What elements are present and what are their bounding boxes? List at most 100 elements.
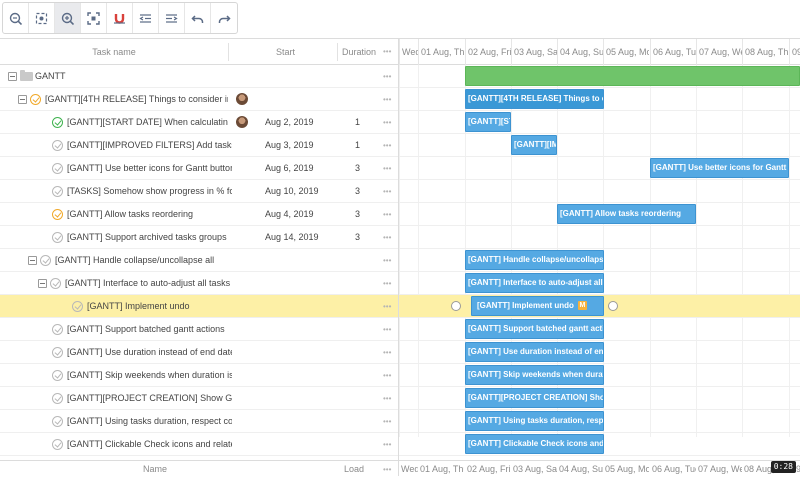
table-row[interactable]: [GANTT] Interface to auto-adjust all tas… (0, 272, 398, 295)
table-row[interactable]: [GANTT] Using tasks duration, respect co… (0, 410, 398, 433)
assignee-avatar[interactable] (236, 93, 248, 105)
video-timer: 0:28 (770, 461, 796, 473)
grid-more-menu[interactable]: ••• (383, 47, 392, 56)
row-more-menu[interactable]: ••• (383, 233, 392, 242)
gantt-task-bar[interactable]: [GANTT][IMPROVED FILTERS] (511, 135, 557, 155)
row-more-menu[interactable]: ••• (383, 210, 392, 219)
table-row[interactable]: [GANTT][START DATE] When calculating mis… (0, 111, 398, 134)
table-row[interactable]: [GANTT] Allow tasks reordering Aug 4, 201… (0, 203, 398, 226)
zoom-in-button[interactable] (55, 3, 81, 33)
table-row[interactable]: [GANTT][IMPROVED FILTERS] Add tasks grou… (0, 134, 398, 157)
table-row[interactable]: [GANTT] Skip weekends when duration is s… (0, 364, 398, 387)
timeline-day-header: 03 Aug, Sat (511, 39, 557, 65)
duration-header[interactable]: Duration (342, 47, 377, 57)
gantt-task-bar[interactable]: [GANTT][4TH RELEASE] Things to consider (465, 89, 604, 109)
task-status-check-icon[interactable] (52, 232, 63, 243)
task-status-check-icon[interactable] (40, 255, 51, 266)
task-status-check-icon[interactable] (52, 163, 63, 174)
task-status-check-icon[interactable] (52, 439, 63, 450)
gantt-view: Task name Start Duration ••• GANTT ••• [GA… (0, 38, 800, 476)
task-name: [GANTT] Allow tasks reordering (67, 209, 194, 219)
timeline-row: [GANTT] Use duration instead of end date (399, 341, 800, 364)
table-row[interactable]: [GANTT][4TH RELEASE] Things to consider … (0, 88, 398, 111)
gantt-task-bar[interactable]: [GANTT] Clickable Check icons and relate… (465, 434, 604, 454)
task-status-check-icon[interactable] (52, 324, 63, 335)
task-status-check-icon[interactable] (52, 393, 63, 404)
row-more-menu[interactable]: ••• (383, 141, 392, 150)
gantt-task-bar[interactable]: [GANTT] Implement undo M (471, 296, 604, 316)
gantt-task-bar[interactable]: [GANTT] Support batched gantt actions (465, 319, 604, 339)
gantt-task-bar[interactable]: [GANTT] Allow tasks reordering (557, 204, 696, 224)
row-more-menu[interactable]: ••• (383, 256, 392, 265)
collapse-toggle-icon[interactable] (28, 256, 37, 265)
gantt-task-bar[interactable]: [GANTT] Skip weekends when duration is s… (465, 365, 604, 385)
row-more-menu[interactable]: ••• (383, 417, 392, 426)
task-status-check-icon[interactable] (52, 209, 63, 220)
task-status-check-icon[interactable] (72, 301, 83, 312)
gantt-bar-label: [GANTT] Clickable Check icons and relate… (468, 439, 604, 448)
task-name-header[interactable]: Task name (92, 47, 136, 57)
fullscreen-button[interactable] (81, 3, 107, 33)
row-more-menu[interactable]: ••• (383, 440, 392, 449)
table-row[interactable]: [GANTT] Use better icons for Gantt butto… (0, 157, 398, 180)
task-status-check-icon[interactable] (52, 140, 63, 151)
task-name: [GANTT] Support archived tasks groups (67, 232, 227, 242)
table-row[interactable]: [GANTT] Use duration instead of end date… (0, 341, 398, 364)
magnet-icon (114, 13, 125, 24)
task-duration (355, 249, 367, 272)
row-more-menu[interactable]: ••• (383, 187, 392, 196)
link-handle-start[interactable] (451, 301, 461, 311)
table-row[interactable]: [GANTT] Handle collapse/uncollapse all ••… (0, 249, 398, 272)
row-more-menu[interactable]: ••• (383, 325, 392, 334)
gantt-task-bar[interactable]: [GANTT][START DATE] (465, 112, 511, 132)
task-status-check-icon[interactable] (52, 186, 63, 197)
gantt-task-bar[interactable]: [GANTT] Handle collapse/uncollapse all (465, 250, 604, 270)
table-row[interactable]: [GANTT][PROJECT CREATION] Show Gantt op •… (0, 387, 398, 410)
task-status-check-icon[interactable] (30, 94, 41, 105)
gantt-task-bar[interactable]: [GANTT][PROJECT CREATION] Show Gantt opt… (465, 388, 604, 408)
collapse-toggle-icon[interactable] (18, 95, 27, 104)
task-status-check-icon[interactable] (52, 416, 63, 427)
expand-all-button[interactable] (159, 3, 185, 33)
gantt-bar-label: [GANTT] Use better icons for Gantt butto… (653, 163, 788, 172)
gantt-task-bar[interactable] (465, 66, 800, 86)
timeline-row: [GANTT] Handle collapse/uncollapse all (399, 249, 800, 272)
redo-button[interactable] (211, 3, 237, 33)
gantt-task-bar[interactable]: [GANTT] Use better icons for Gantt butto… (650, 158, 789, 178)
footer-day-label: Wed (401, 464, 418, 474)
row-more-menu[interactable]: ••• (383, 348, 392, 357)
task-status-check-icon[interactable] (52, 117, 63, 128)
row-more-menu[interactable]: ••• (383, 95, 392, 104)
collapse-toggle-icon[interactable] (38, 279, 47, 288)
task-status-check-icon[interactable] (50, 278, 61, 289)
task-status-check-icon[interactable] (52, 347, 63, 358)
undo-button[interactable] (185, 3, 211, 33)
zoom-out-button[interactable] (3, 3, 29, 33)
gantt-task-bar[interactable]: [GANTT] Using tasks duration, respect co… (465, 411, 604, 431)
table-row[interactable]: [GANTT] Implement undo ••• (0, 295, 398, 318)
row-more-menu[interactable]: ••• (383, 118, 392, 127)
row-more-menu[interactable]: ••• (383, 279, 392, 288)
collapse-all-button[interactable] (133, 3, 159, 33)
fullscreen-icon (87, 11, 100, 25)
magnet-button[interactable] (107, 3, 133, 33)
zoom-fit-button[interactable] (29, 3, 55, 33)
row-more-menu[interactable]: ••• (383, 371, 392, 380)
footer-more-menu[interactable]: ••• (383, 465, 392, 474)
row-more-menu[interactable]: ••• (383, 164, 392, 173)
table-row[interactable]: [GANTT] Support batched gantt actions ••• (0, 318, 398, 341)
row-more-menu[interactable]: ••• (383, 302, 392, 311)
row-more-menu[interactable]: ••• (383, 394, 392, 403)
row-more-menu[interactable]: ••• (383, 72, 392, 81)
start-header[interactable]: Start (276, 47, 296, 57)
table-row[interactable]: GANTT ••• (0, 65, 398, 88)
table-row[interactable]: [GANTT] Clickable Check icons and relate… (0, 433, 398, 456)
collapse-toggle-icon[interactable] (8, 72, 17, 81)
task-status-check-icon[interactable] (52, 370, 63, 381)
gantt-task-bar[interactable]: [GANTT] Use duration instead of end date (465, 342, 604, 362)
link-handle-end[interactable] (608, 301, 618, 311)
table-row[interactable]: [GANTT] Support archived tasks groups Aug… (0, 226, 398, 249)
gantt-task-bar[interactable]: [GANTT] Interface to auto-adjust all tas… (465, 273, 604, 293)
table-row[interactable]: [TASKS] Somehow show progress in % for t… (0, 180, 398, 203)
assignee-avatar[interactable] (236, 116, 248, 128)
